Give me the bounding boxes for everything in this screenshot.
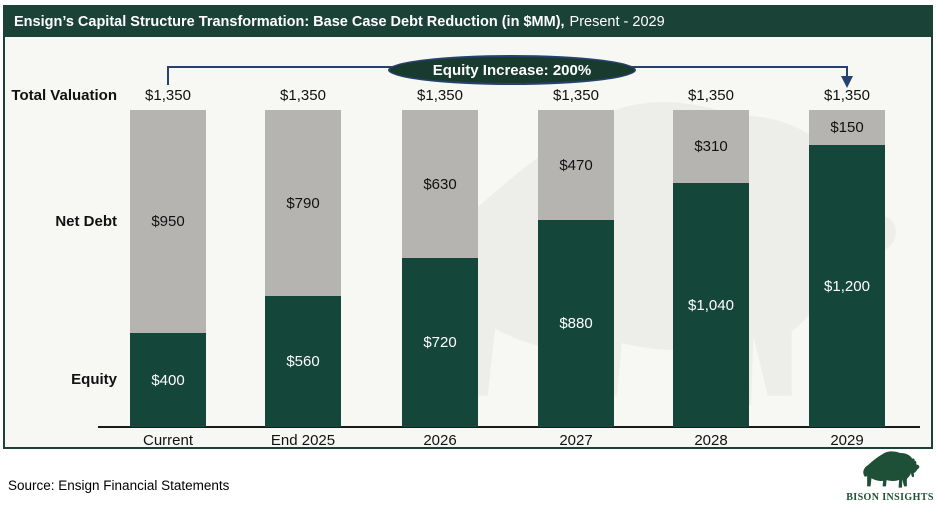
total-value-label: $1,350 (688, 87, 734, 104)
bar-segment-net-debt-6: $150 (809, 110, 885, 145)
equity-value-label: $880 (559, 315, 593, 332)
total-value-label: $1,350 (417, 87, 463, 104)
equity-value-label: $1,200 (824, 277, 870, 295)
chart-container: Ensign’s Capital Structure Transformatio… (3, 5, 933, 449)
logo-text: BISON INSIGHTS (846, 492, 934, 503)
bar-segment-equity-4: $880 (538, 220, 614, 427)
row-label-equity: Equity (71, 371, 117, 388)
equity-value-label: $560 (286, 353, 320, 370)
x-axis-label-5: 2028 (694, 432, 728, 449)
total-value-label: $1,350 (145, 87, 191, 104)
bar-segment-net-debt-5: $310 (673, 110, 749, 183)
row-label-net-debt: Net Debt (55, 212, 117, 230)
bar-segment-net-debt-2: $790 (265, 110, 341, 296)
equity-value-label: $1,040 (688, 296, 734, 314)
net-debt-value-label: $150 (830, 119, 864, 136)
x-axis-label-1: Current (142, 432, 194, 449)
net-debt-value-label: $790 (286, 194, 320, 212)
x-axis-label-3: 2026 (423, 432, 457, 449)
bar-segment-net-debt-1: $950 (130, 110, 206, 333)
chart-title-bar: Ensign’s Capital Structure Transformatio… (5, 7, 931, 37)
bar-segment-equity-2: $560 (265, 296, 341, 427)
row-label-total-valuation: Total Valuation (11, 87, 117, 104)
net-debt-value-label: $630 (423, 175, 457, 193)
equity-value-label: $720 (423, 334, 457, 351)
bison-icon (863, 451, 920, 488)
bison-insights-logo: BISON INSIGHTS (833, 451, 936, 503)
x-axis-label-4: 2027 (559, 432, 593, 449)
chart-title-suffix: Present - 2029 (569, 14, 665, 30)
equity-increase-label: Equity Increase: 200% (432, 61, 592, 79)
source-note: Source: Ensign Financial Statements (8, 478, 230, 493)
bar-segment-equity-1: $400 (130, 333, 206, 427)
net-debt-value-label: $950 (151, 213, 185, 230)
bar-segment-net-debt-3: $630 (402, 110, 478, 258)
total-value-label: $1,350 (553, 87, 599, 104)
bar-segment-equity-6: $1,200 (809, 145, 885, 427)
x-axis-label-2: End 2025 (270, 432, 336, 449)
net-debt-value-label: $310 (694, 138, 728, 155)
total-value-label: $1,350 (824, 87, 870, 104)
equity-value-label: $400 (151, 371, 185, 389)
bar-segment-equity-5: $1,040 (673, 183, 749, 427)
x-axis-line (98, 426, 920, 428)
bar-segment-equity-3: $720 (402, 258, 478, 427)
chart-title-main: Ensign’s Capital Structure Transformatio… (14, 14, 565, 30)
x-axis-label-6: 2029 (830, 432, 864, 449)
total-value-label: $1,350 (280, 87, 326, 104)
equity-increase-badge: Equity Increase: 200% (388, 55, 636, 85)
bar-segment-net-debt-4: $470 (538, 110, 614, 220)
plot-area: $950 $400 $1,350 Current $790 $560 $1,350 End 2… (5, 7, 931, 449)
net-debt-value-label: $470 (559, 156, 593, 174)
